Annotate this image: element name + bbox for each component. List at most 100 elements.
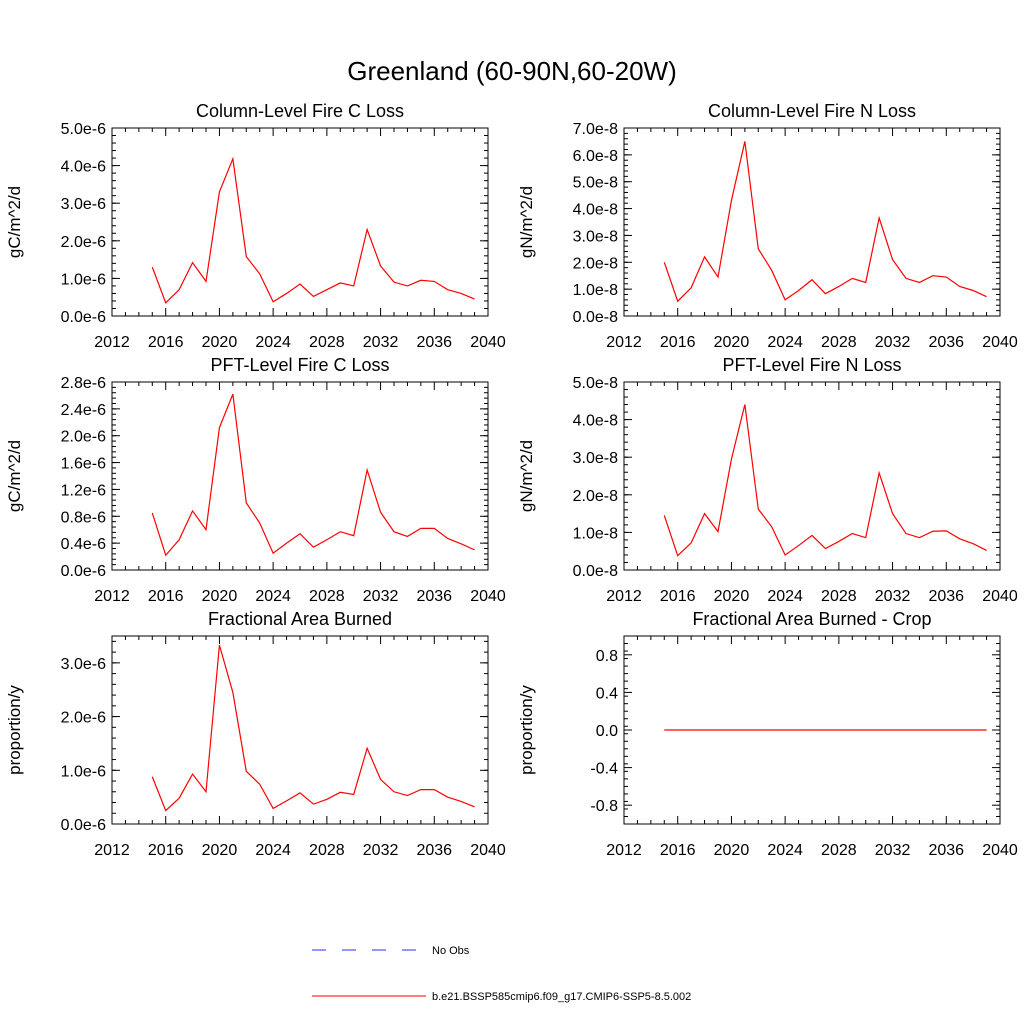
panel-2: Column-Level Fire N Loss gN/m^2/d 2012 2016… bbox=[517, 101, 1018, 351]
panel-title: Column-Level Fire N Loss bbox=[708, 101, 916, 121]
x-tick-label: 2024 bbox=[767, 334, 803, 351]
x-tick-label: 2012 bbox=[606, 334, 642, 351]
x-tick-label: 2028 bbox=[309, 334, 345, 351]
panel-1: Column-Level Fire C Loss gC/m^2/d 2012 2016… bbox=[5, 101, 506, 351]
x-tick-label: 2040 bbox=[470, 842, 506, 859]
x-tick-label: 2040 bbox=[470, 588, 506, 605]
series-line bbox=[663, 404, 987, 557]
x-tick-label: 2032 bbox=[875, 334, 911, 351]
x-tick-label: 2036 bbox=[416, 588, 452, 605]
panel-6: Fractional Area Burned - Crop proportion/… bbox=[517, 609, 1018, 859]
y-tick-label: 2.0e-6 bbox=[61, 429, 106, 446]
x-tick-label: 2028 bbox=[821, 842, 857, 859]
x-tick-label: 2020 bbox=[714, 842, 750, 859]
y-tick-label: 0.0e-6 bbox=[61, 563, 106, 580]
y-tick-label: 4.0e-8 bbox=[573, 413, 618, 430]
y-tick-label: 2.8e-6 bbox=[61, 375, 106, 392]
y-tick-label: 1.0e-8 bbox=[573, 525, 618, 542]
x-tick-label: 2016 bbox=[660, 842, 696, 859]
y-tick-label: 2.0e-6 bbox=[61, 234, 106, 251]
legend-model-label: b.e21.BSSP585cmip6.f09_g17.CMIP6-SSP5-8.… bbox=[432, 991, 691, 1003]
x-tick-label: 2028 bbox=[821, 334, 857, 351]
x-tick-label: 2032 bbox=[363, 588, 399, 605]
y-tick-label: 5.0e-8 bbox=[573, 175, 618, 192]
y-tick-label: 1.0e-8 bbox=[573, 282, 618, 299]
plot-frame bbox=[111, 381, 489, 571]
x-tick-label: 2024 bbox=[255, 588, 291, 605]
y-tick-label: -0.8 bbox=[590, 798, 618, 815]
panel-4: PFT-Level Fire N Loss gN/m^2/d 2012 2016 202… bbox=[517, 355, 1018, 605]
y-tick-label: 1.6e-6 bbox=[61, 456, 106, 473]
x-tick-label: 2032 bbox=[363, 334, 399, 351]
plot-frame bbox=[623, 127, 1001, 317]
y-tick-label: 5.0e-8 bbox=[573, 375, 618, 392]
y-tick-label: 3.0e-8 bbox=[573, 228, 618, 245]
y-tick-label: 2.0e-8 bbox=[573, 488, 618, 505]
figure-title: Greenland (60-90N,60-20W) bbox=[347, 56, 677, 86]
plot-frame bbox=[111, 635, 489, 825]
y-tick-label: 0.0e-6 bbox=[61, 309, 106, 326]
x-tick-label: 2016 bbox=[660, 588, 696, 605]
x-tick-label: 2032 bbox=[875, 588, 911, 605]
panel-title: PFT-Level Fire N Loss bbox=[722, 355, 901, 375]
y-tick-label: 2.0e-8 bbox=[573, 255, 618, 272]
y-tick-label: 2.0e-6 bbox=[61, 710, 106, 727]
y-tick-label: 5.0e-6 bbox=[61, 121, 106, 138]
x-tick-label: 2012 bbox=[606, 842, 642, 859]
y-axis-label: gC/m^2/d bbox=[5, 186, 24, 258]
x-tick-label: 2036 bbox=[928, 588, 964, 605]
y-tick-label: 0.0e-8 bbox=[573, 309, 618, 326]
plot-frame bbox=[623, 381, 1001, 571]
x-tick-label: 2040 bbox=[982, 588, 1018, 605]
x-tick-label: 2020 bbox=[714, 334, 750, 351]
x-tick-label: 2036 bbox=[416, 334, 452, 351]
legend: No Obs b.e21.BSSP585cmip6.f09_g17.CMIP6-… bbox=[312, 945, 691, 1003]
y-tick-label: 3.0e-6 bbox=[61, 196, 106, 213]
y-tick-label: 1.0e-6 bbox=[61, 763, 106, 780]
x-tick-label: 2036 bbox=[928, 334, 964, 351]
panel-title: PFT-Level Fire C Loss bbox=[210, 355, 389, 375]
panel-3: PFT-Level Fire C Loss gC/m^2/d 2012 2016 202… bbox=[5, 355, 506, 605]
y-tick-label: -0.4 bbox=[590, 761, 618, 778]
series-line bbox=[151, 644, 475, 812]
y-tick-label: 0.4 bbox=[596, 685, 618, 702]
y-tick-label: 1.2e-6 bbox=[61, 482, 106, 499]
x-tick-label: 2020 bbox=[202, 334, 238, 351]
x-tick-label: 2012 bbox=[94, 842, 130, 859]
x-tick-label: 2012 bbox=[94, 588, 130, 605]
y-tick-label: 3.0e-6 bbox=[61, 656, 106, 673]
y-tick-label: 2.4e-6 bbox=[61, 402, 106, 419]
y-tick-label: 0.4e-6 bbox=[61, 536, 106, 553]
x-tick-label: 2024 bbox=[255, 334, 291, 351]
panel-5: Fractional Area Burned proportion/y 2012 20… bbox=[5, 609, 506, 859]
y-tick-label: 0.0e-8 bbox=[573, 563, 618, 580]
x-tick-label: 2028 bbox=[309, 588, 345, 605]
x-tick-label: 2036 bbox=[416, 842, 452, 859]
x-tick-label: 2020 bbox=[202, 842, 238, 859]
x-tick-label: 2024 bbox=[767, 588, 803, 605]
y-axis-label: gN/m^2/d bbox=[517, 186, 536, 258]
y-axis-label: proportion/y bbox=[5, 685, 24, 775]
x-tick-label: 2040 bbox=[470, 334, 506, 351]
x-tick-label: 2016 bbox=[148, 588, 184, 605]
y-tick-label: 3.0e-8 bbox=[573, 450, 618, 467]
x-tick-label: 2012 bbox=[606, 588, 642, 605]
x-tick-label: 2028 bbox=[309, 842, 345, 859]
y-tick-label: 4.0e-8 bbox=[573, 202, 618, 219]
y-axis-label: proportion/y bbox=[517, 685, 536, 775]
y-tick-label: 6.0e-8 bbox=[573, 148, 618, 165]
x-tick-label: 2016 bbox=[148, 334, 184, 351]
x-tick-label: 2020 bbox=[202, 588, 238, 605]
x-tick-label: 2040 bbox=[982, 842, 1018, 859]
panel-title: Fractional Area Burned bbox=[208, 609, 392, 629]
x-tick-label: 2032 bbox=[875, 842, 911, 859]
y-axis-label: gC/m^2/d bbox=[5, 440, 24, 512]
y-tick-label: 0.8 bbox=[596, 648, 618, 665]
y-tick-label: 4.0e-6 bbox=[61, 159, 106, 176]
x-tick-label: 2020 bbox=[714, 588, 750, 605]
y-tick-label: 7.0e-8 bbox=[573, 121, 618, 138]
series-line bbox=[151, 156, 475, 304]
legend-obs-label: No Obs bbox=[432, 945, 470, 957]
panel-title: Column-Level Fire C Loss bbox=[196, 101, 404, 121]
